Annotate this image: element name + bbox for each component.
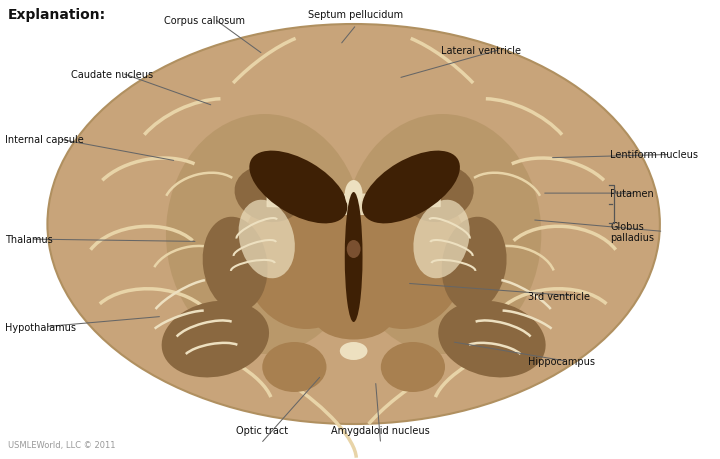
Text: 3rd ventricle: 3rd ventricle (528, 291, 590, 301)
Ellipse shape (48, 25, 660, 424)
Ellipse shape (242, 179, 370, 329)
Ellipse shape (413, 200, 469, 279)
Ellipse shape (314, 295, 393, 340)
Text: Septum pellucidum: Septum pellucidum (308, 10, 403, 20)
Text: Hypothalamus: Hypothalamus (5, 322, 76, 332)
Text: Lentiform nucleus: Lentiform nucleus (611, 150, 698, 160)
Ellipse shape (362, 151, 460, 224)
Ellipse shape (438, 301, 546, 378)
Ellipse shape (262, 342, 326, 392)
Ellipse shape (345, 193, 363, 322)
Text: Hippocampus: Hippocampus (528, 356, 595, 366)
Text: Globus
palladius: Globus palladius (611, 221, 654, 242)
Ellipse shape (238, 200, 295, 279)
Ellipse shape (441, 217, 507, 312)
Ellipse shape (166, 115, 364, 354)
Ellipse shape (340, 342, 367, 360)
Ellipse shape (405, 167, 474, 223)
Ellipse shape (345, 180, 363, 208)
Ellipse shape (339, 179, 467, 329)
Text: Amygdaloid nucleus: Amygdaloid nucleus (331, 425, 430, 436)
Ellipse shape (249, 151, 347, 224)
Ellipse shape (347, 241, 361, 258)
Ellipse shape (381, 342, 445, 392)
Text: Optic tract: Optic tract (235, 425, 288, 436)
Text: Caudate nucleus: Caudate nucleus (71, 69, 153, 79)
Ellipse shape (343, 115, 541, 354)
Text: Explanation:: Explanation: (8, 8, 106, 22)
Ellipse shape (235, 167, 303, 223)
Ellipse shape (202, 217, 268, 312)
Text: Putamen: Putamen (611, 189, 654, 199)
Ellipse shape (162, 301, 269, 378)
Text: Lateral ventricle: Lateral ventricle (441, 45, 521, 56)
Text: Internal capsule: Internal capsule (5, 135, 84, 145)
Text: Corpus callosum: Corpus callosum (163, 16, 245, 26)
Text: Thalamus: Thalamus (5, 235, 53, 245)
Text: USMLEWorld, LLC © 2011: USMLEWorld, LLC © 2011 (8, 440, 115, 449)
